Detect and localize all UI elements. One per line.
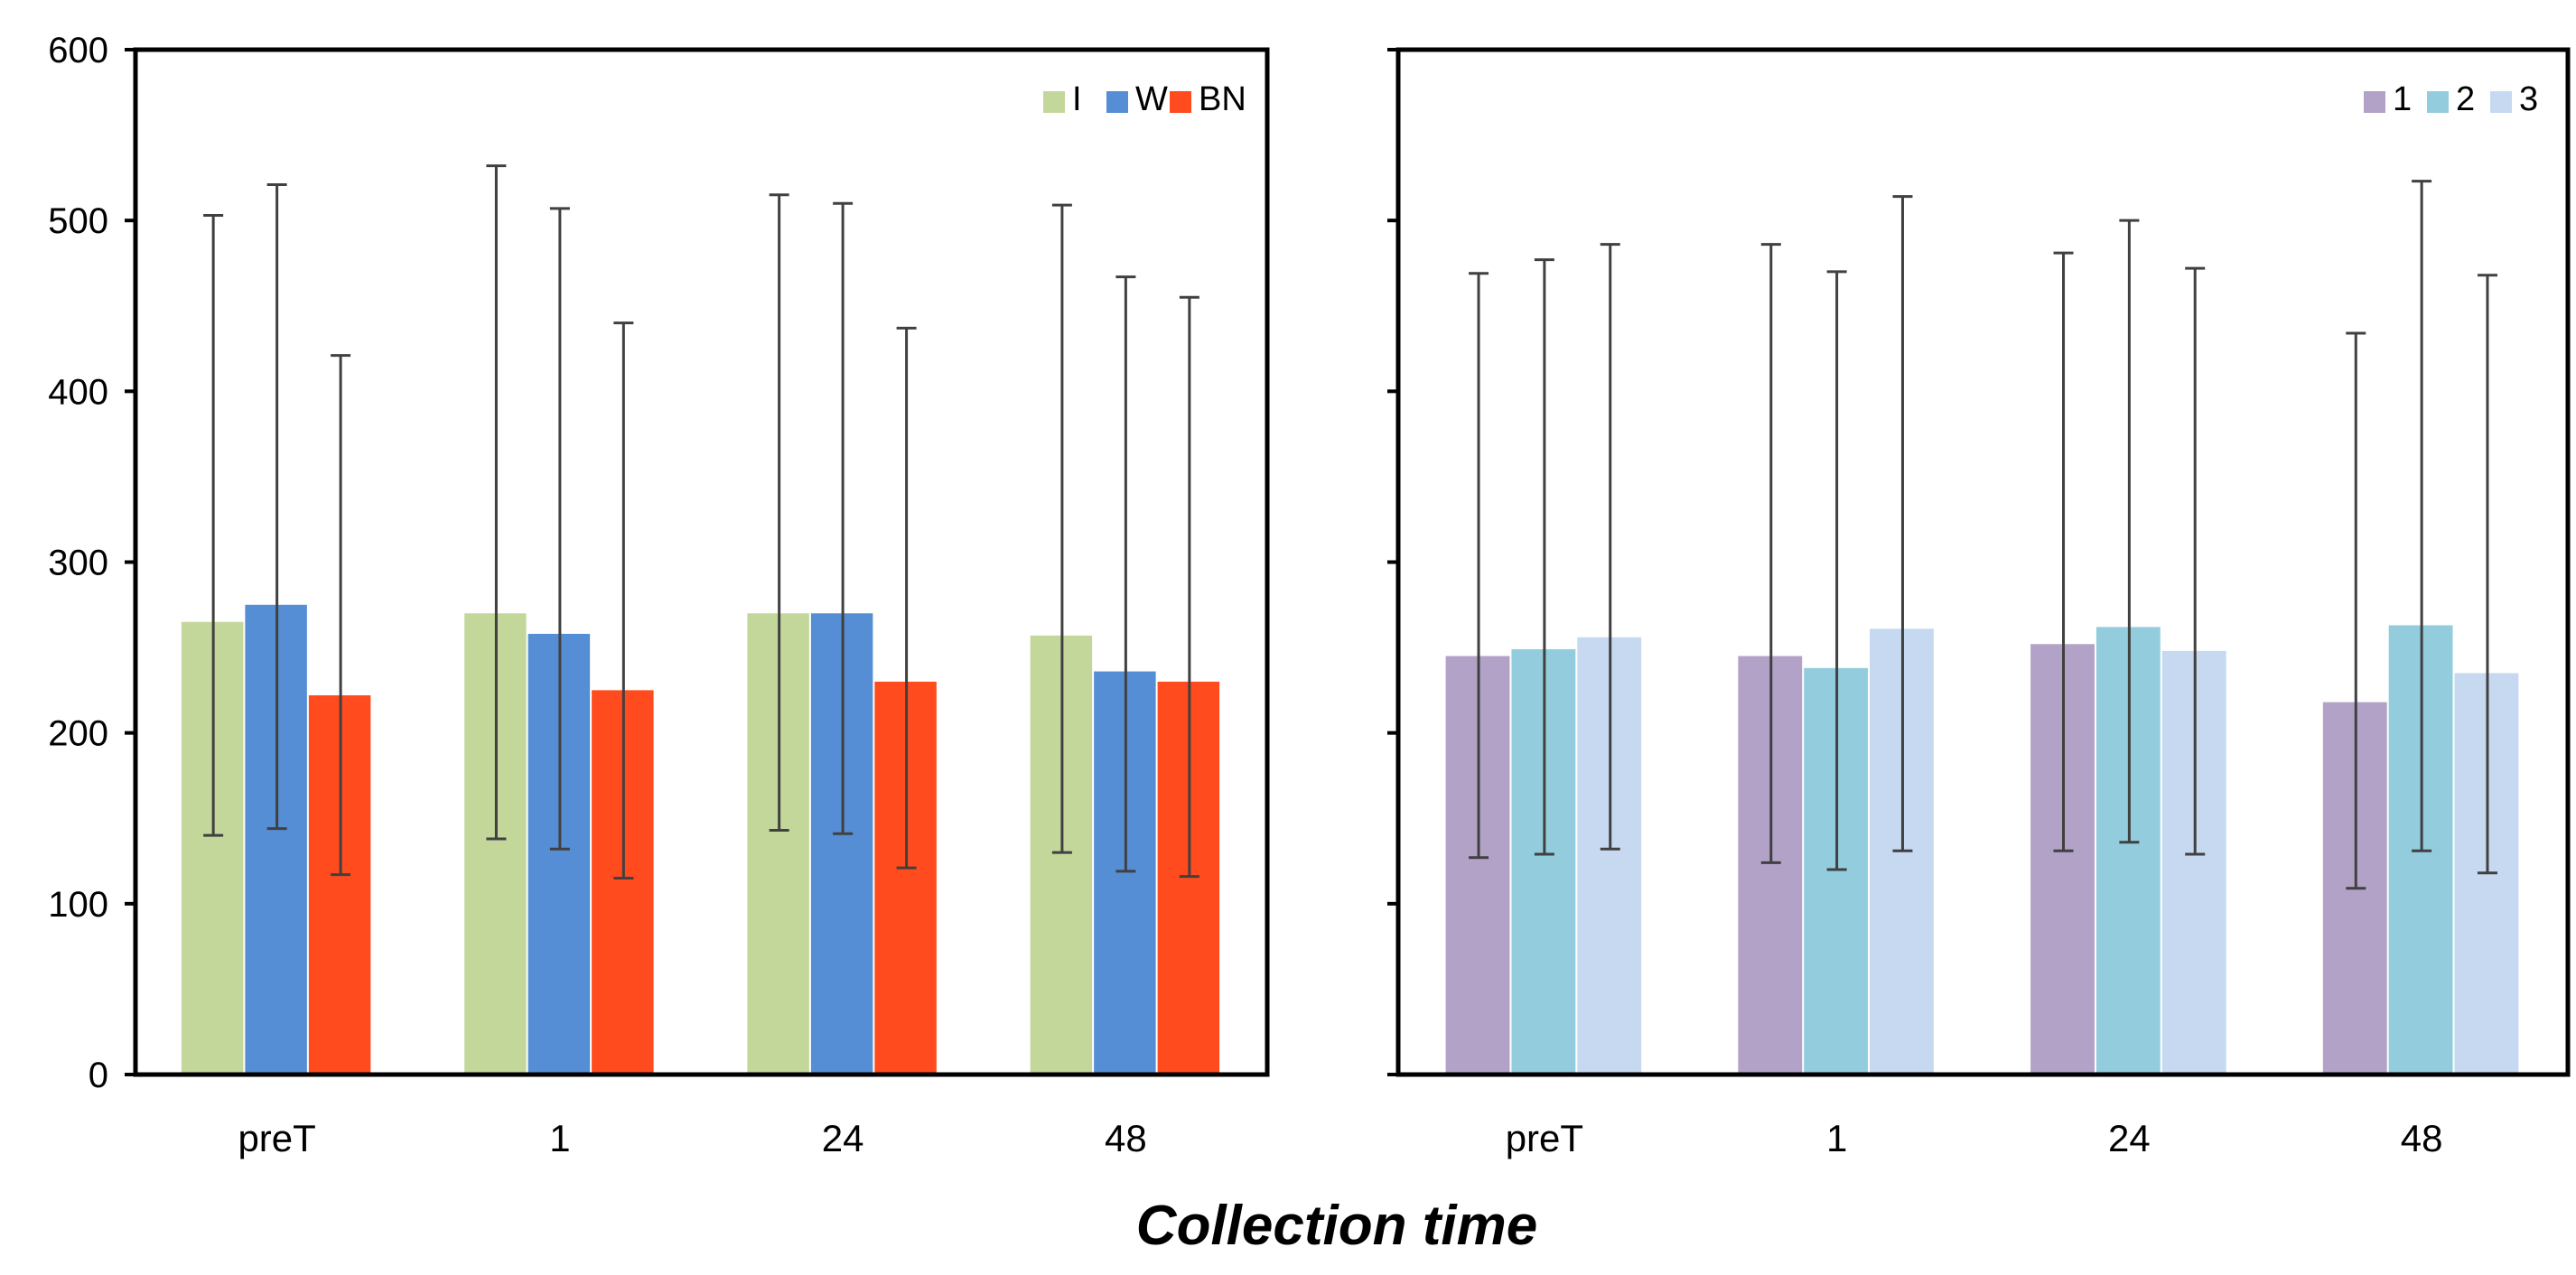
left-y-tick-label: 400	[48, 372, 108, 412]
left-legend-label-W: W	[1135, 80, 1168, 118]
right-legend-swatch-1	[2364, 91, 2385, 113]
left-category-label: preT	[238, 1117, 315, 1159]
left-legend-swatch-W	[1106, 91, 1128, 113]
left-legend-swatch-I	[1043, 91, 1065, 113]
left-y-tick-label: 600	[48, 31, 108, 70]
right-legend-label-3: 3	[2519, 80, 2538, 118]
left-y-tick-label: 100	[48, 885, 108, 925]
left-y-tick-label: 0	[89, 1056, 108, 1095]
left-y-tick-label: 300	[48, 544, 108, 583]
left-legend-label-BN: BN	[1199, 80, 1246, 118]
right-legend-swatch-2	[2427, 91, 2449, 113]
right-legend-swatch-3	[2490, 91, 2512, 113]
chart-left-panel: 0 100 200 300 400 500 600 preT 1 24 48 I W BN	[48, 31, 1270, 1159]
left-legend-swatch-BN	[1170, 91, 1191, 113]
left-category-label: 48	[1105, 1117, 1147, 1159]
right-legend-label-1: 1	[2393, 80, 2412, 118]
left-y-tick-label: 500	[48, 201, 108, 241]
right-category-label: preT	[1506, 1117, 1583, 1159]
left-y-tick-label: 200	[48, 714, 108, 754]
left-category-label: 24	[822, 1117, 864, 1159]
right-legend-label-2: 2	[2456, 80, 2475, 118]
chart-right-panel: preT 1 24 48 1 2 3	[1387, 47, 2571, 1159]
x-axis-title: Collection time	[1136, 1195, 1537, 1257]
left-legend-label-I: I	[1072, 80, 1082, 118]
right-category-label: 24	[2108, 1117, 2151, 1159]
left-category-label: 1	[549, 1117, 570, 1159]
right-category-label: 48	[2401, 1117, 2443, 1159]
right-category-label: 1	[1826, 1117, 1847, 1159]
